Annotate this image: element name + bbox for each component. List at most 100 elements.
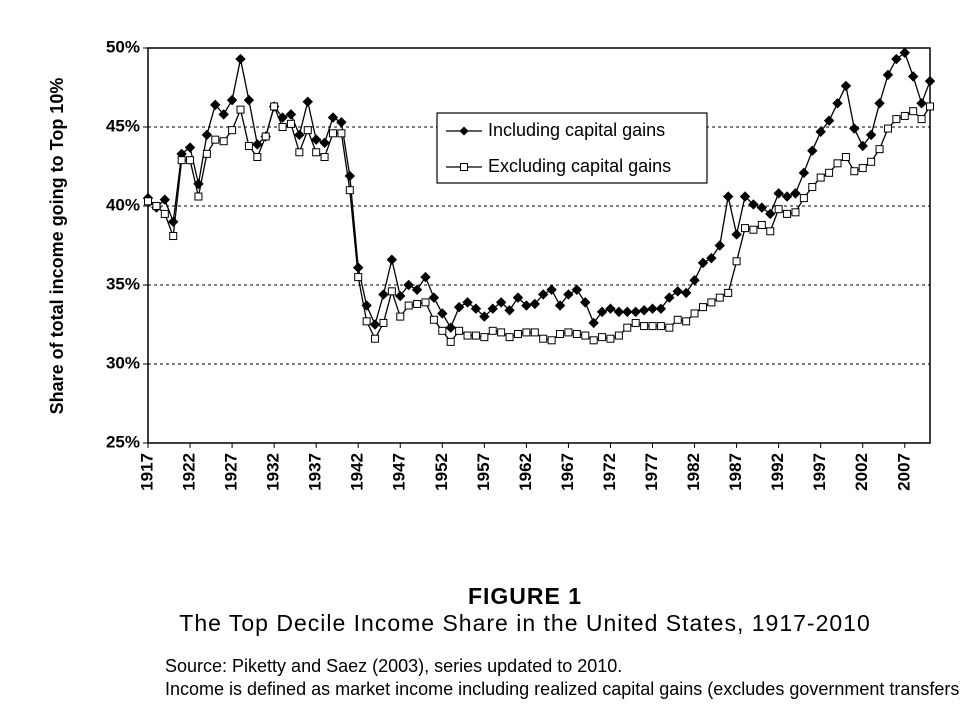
marker	[714, 240, 725, 251]
note: Income is defined as market income inclu…	[165, 679, 960, 699]
legend-marker	[460, 163, 468, 171]
marker	[823, 115, 835, 126]
marker	[790, 188, 801, 199]
marker	[210, 99, 221, 111]
marker	[596, 306, 608, 318]
marker	[774, 205, 783, 214]
x-tick-label: 1982	[684, 453, 703, 491]
x-tick-label: 1977	[642, 453, 661, 491]
marker	[858, 164, 867, 173]
marker	[144, 197, 152, 206]
marker	[480, 333, 489, 342]
marker	[218, 109, 229, 120]
marker	[302, 96, 313, 107]
x-tick-label: 1917	[137, 453, 156, 491]
x-tick-label: 1967	[558, 453, 577, 491]
marker	[892, 115, 901, 124]
y-tick-label: 30%	[106, 353, 140, 372]
marker	[715, 293, 724, 302]
marker	[294, 129, 305, 141]
legend-label: Excluding capital gains	[488, 156, 671, 176]
marker	[739, 191, 751, 202]
marker	[722, 191, 734, 202]
marker	[907, 71, 919, 82]
marker	[336, 117, 347, 128]
x-tick-label: 1922	[180, 453, 199, 491]
marker	[732, 257, 741, 266]
marker	[546, 284, 557, 295]
marker	[522, 328, 531, 337]
marker	[413, 299, 422, 308]
marker	[783, 209, 792, 218]
x-tick-label: 1942	[348, 453, 367, 491]
marker	[605, 303, 616, 314]
marker	[867, 157, 876, 166]
marker	[589, 336, 598, 345]
marker	[235, 53, 246, 65]
marker	[495, 297, 507, 308]
marker	[630, 306, 641, 318]
marker	[539, 334, 548, 343]
marker	[698, 303, 707, 312]
y-tick-label: 25%	[106, 432, 140, 451]
marker	[833, 159, 842, 168]
marker	[781, 191, 793, 202]
chart-subtitle: The Top Decile Income Share in the Unite…	[179, 610, 870, 636]
marker	[202, 149, 211, 158]
y-tick-label: 45%	[106, 116, 140, 135]
marker	[554, 300, 566, 311]
marker	[345, 186, 354, 195]
x-tick-label: 1972	[600, 453, 619, 491]
marker	[488, 326, 497, 335]
marker	[883, 124, 892, 133]
marker	[455, 326, 464, 335]
marker	[387, 287, 396, 296]
marker	[504, 305, 515, 316]
marker	[875, 145, 884, 154]
x-tick-label: 1927	[222, 453, 241, 491]
marker	[857, 140, 868, 152]
marker	[253, 153, 262, 162]
marker	[513, 329, 522, 338]
marker	[371, 334, 380, 343]
x-tick-label: 1932	[264, 453, 283, 491]
marker	[159, 194, 171, 205]
marker	[581, 331, 590, 340]
marker	[556, 329, 565, 338]
marker	[850, 167, 859, 176]
marker	[664, 292, 675, 303]
marker	[900, 111, 909, 120]
marker	[379, 318, 388, 327]
marker	[462, 297, 473, 308]
marker	[623, 323, 632, 332]
marker	[411, 284, 423, 295]
marker	[799, 194, 808, 203]
marker	[707, 298, 716, 307]
x-tick-label: 2002	[852, 453, 871, 491]
legend-label: Including capital gains	[488, 120, 665, 140]
marker	[773, 188, 784, 199]
marker	[344, 170, 356, 182]
marker	[613, 306, 625, 318]
legend-marker	[459, 126, 469, 136]
marker	[825, 168, 834, 177]
marker	[571, 284, 583, 295]
y-tick-label: 40%	[106, 195, 140, 214]
marker	[403, 279, 414, 291]
marker	[420, 271, 431, 283]
marker	[312, 148, 321, 157]
y-tick-label: 50%	[106, 37, 140, 56]
marker	[672, 286, 683, 297]
marker	[463, 331, 472, 340]
marker	[445, 322, 456, 333]
marker	[899, 47, 910, 58]
marker	[278, 123, 287, 131]
marker	[327, 112, 339, 123]
plot-area	[147, 47, 931, 444]
x-tick-label: 1952	[432, 453, 451, 491]
marker	[429, 315, 438, 324]
marker	[470, 303, 482, 314]
marker	[791, 208, 800, 217]
marker	[606, 334, 615, 343]
marker	[320, 153, 329, 162]
